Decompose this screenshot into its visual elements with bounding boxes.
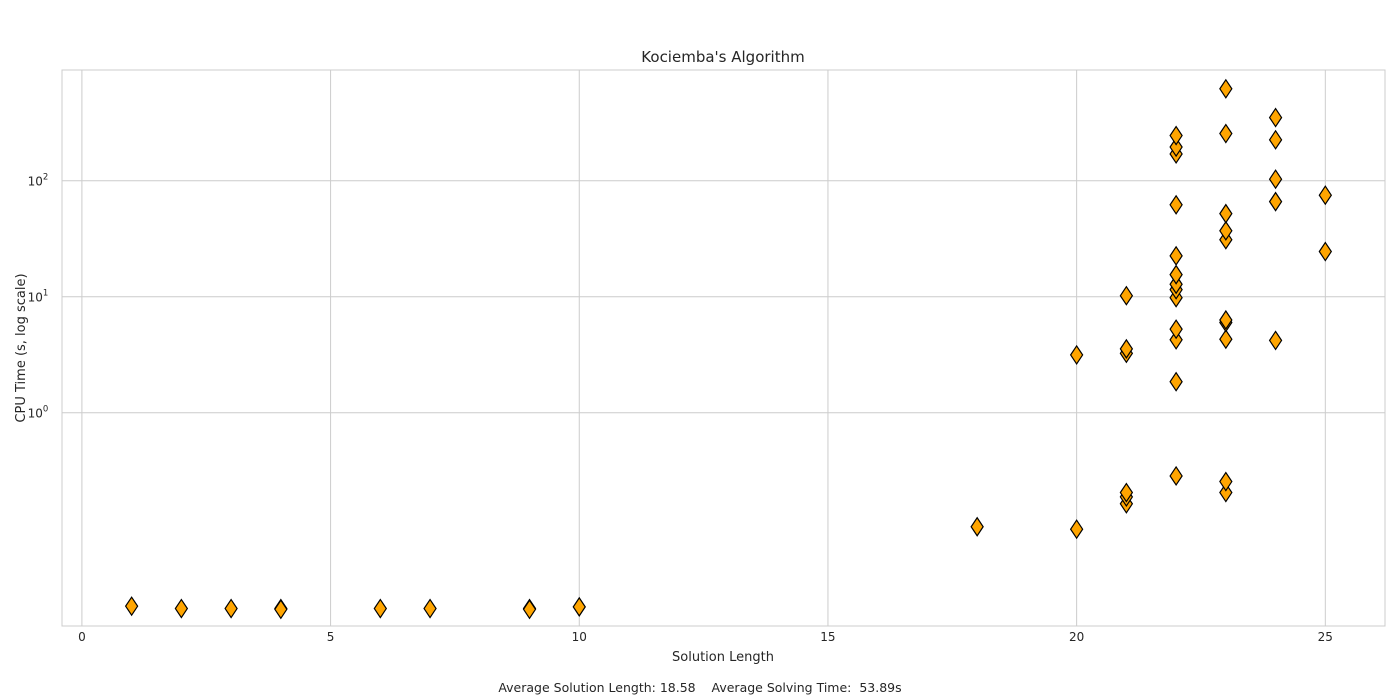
scatter-point (1219, 329, 1233, 350)
scatter-point (1169, 371, 1183, 392)
scatter-point (1268, 330, 1283, 351)
y-tick-labels: 100 101 102 (28, 173, 49, 421)
scatter-point (1169, 264, 1183, 285)
scatter-point (1219, 220, 1233, 241)
x-tick-label: 20 (1069, 630, 1084, 644)
grid-lines (62, 70, 1385, 626)
scatter-point (174, 598, 189, 619)
chart-title: Kociemba's Algorithm (641, 48, 804, 66)
scatter-point (1219, 471, 1233, 492)
x-tick-labels: 0 5 10 15 20 25 (78, 630, 1333, 644)
y-tick-label: 100 (28, 405, 49, 421)
scatter-point (1318, 241, 1333, 262)
scatter-point (1119, 285, 1134, 306)
x-tick-label: 25 (1318, 630, 1333, 644)
scatter-point (1169, 136, 1183, 158)
x-tick-label: 5 (327, 630, 335, 644)
scatter-point (1268, 129, 1283, 150)
scatter-point (1169, 125, 1183, 146)
scatter-point (1169, 194, 1183, 215)
scatter-point (1219, 482, 1233, 503)
scatter-point (1318, 185, 1333, 206)
data-points (124, 78, 1333, 620)
scatter-point (1219, 123, 1233, 144)
x-tick-label: 0 (78, 630, 86, 644)
scatter-point (1268, 191, 1283, 212)
summary-footer: Average Solution Length: 18.58 Average S… (498, 680, 901, 695)
scatter-point (1219, 203, 1233, 224)
scatter-point (224, 598, 238, 619)
x-tick-label: 10 (572, 630, 587, 644)
x-tick-label: 15 (820, 630, 835, 644)
y-axis-label: CPU Time (s, log scale) (14, 273, 29, 422)
scatter-point (423, 598, 437, 619)
y-tick-label: 102 (28, 173, 49, 189)
scatter-point (274, 599, 288, 620)
scatter-point (1069, 519, 1084, 540)
plot-frame (61, 69, 1386, 627)
scatter-point (1169, 465, 1183, 487)
scatter-point (373, 598, 388, 619)
scatter-point (1119, 338, 1134, 359)
scatter-point (1169, 319, 1183, 340)
y-tick-label: 101 (28, 289, 49, 305)
scatter-point (1169, 245, 1183, 266)
scatter-point (1069, 344, 1084, 365)
scatter-point (970, 516, 984, 537)
x-axis-label: Solution Length (672, 650, 774, 665)
scatter-point (572, 596, 586, 617)
scatter-point (1268, 107, 1283, 128)
scatter-point (1219, 309, 1233, 331)
scatter-point (124, 596, 139, 617)
scatter-point (1119, 482, 1134, 503)
scatter-point (1268, 169, 1283, 190)
scatter-point (522, 599, 537, 620)
scatter-point (1219, 78, 1233, 99)
scatter-point (1169, 329, 1183, 350)
